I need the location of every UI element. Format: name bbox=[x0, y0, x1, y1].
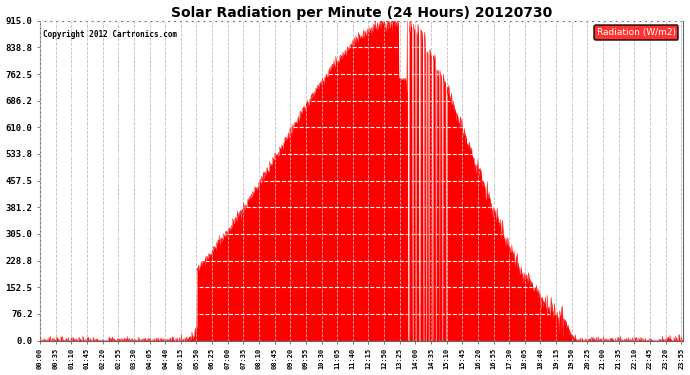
Text: Copyright 2012 Cartronics.com: Copyright 2012 Cartronics.com bbox=[43, 30, 177, 39]
Title: Solar Radiation per Minute (24 Hours) 20120730: Solar Radiation per Minute (24 Hours) 20… bbox=[171, 6, 552, 20]
Legend: Radiation (W/m2): Radiation (W/m2) bbox=[594, 25, 678, 40]
